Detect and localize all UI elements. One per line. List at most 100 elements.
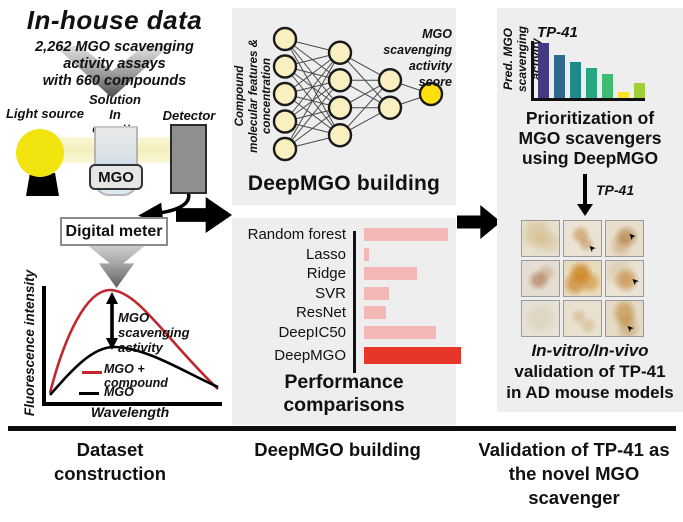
network-node [377,68,403,93]
network-node [418,81,444,107]
performance-panel: Random forest Lasso Ridge SVR ResNet DeepIC50… [232,218,461,425]
prioritization-vaxis [531,41,534,101]
tissue-cell [563,300,602,337]
tp41-down-arrow-icon [583,174,587,204]
legend-label-mgo: MGO [104,385,134,399]
performance-row-label: SVR [315,284,346,302]
performance-bar [364,247,369,261]
prioritization-y-axis-label: Pred. MGO scavenging activity [501,25,543,93]
network-output-label: MGO scavenging activity score [383,27,452,89]
inhouse-data-header: In-house data 2,262 MGO scavenging activ… [12,5,217,90]
network-node [327,68,353,93]
performance-row: Lasso [232,246,369,263]
performance-bar [364,347,461,364]
network-svg [272,26,444,162]
prioritization-bar [602,73,613,98]
tissue-cell: ➤ [563,220,602,257]
performance-row: DeepIC50 [232,324,436,341]
prioritization-bar [618,91,629,98]
performance-row: SVR [232,284,390,302]
inhouse-data-title: In-house data [26,5,203,35]
stain-pointer-arrow-icon: ➤ [628,274,642,288]
tissue-image-grid: ➤ ➤ ➤ ➤ [521,220,644,337]
prioritization-bar [554,55,565,98]
invitro-invivo-text: In-vitro/In-vivo [531,341,649,360]
tp41-arrow-label: TP-41 [596,182,635,198]
tp41-down-arrow-head-icon [577,204,593,216]
performance-row: Ridge [232,265,418,282]
stain-pointer-arrow-icon: ➤ [623,321,637,335]
validation-caption: In-vitro/In-vivo validation of TP-41 in … [497,340,683,403]
fluorescence-plot: MGO scavenging activity MGO + compound M… [42,286,222,406]
stain-pointer-arrow-icon: ➤ [585,241,598,255]
tissue-cell [521,260,560,297]
prioritization-bar [538,43,549,98]
network-node [327,95,353,120]
network-node [327,123,353,148]
performance-row-label: Lasso [305,245,346,263]
subtitle-line-2: activity assays [63,56,166,72]
network-node [272,136,298,162]
stain-pointer-arrow-icon: ➤ [625,229,639,243]
light-source-bulb [16,129,64,177]
tissue-cell: ➤ [605,300,644,337]
legend-line-black [79,392,99,395]
tissue-cell [521,220,560,257]
network-node [272,54,298,79]
fluorescence-curves [48,288,219,396]
performance-row: Random forest [232,226,449,243]
middle-to-right-arrow-icon [457,205,501,239]
detector-label: Detector [162,108,216,123]
detector-device [170,124,207,194]
lamp-base [26,173,59,196]
prioritization-haxis [531,98,645,101]
funnel-down-arrow-icon [86,244,147,288]
performance-bar [364,228,449,241]
network-node [327,40,353,65]
performance-bar [364,267,418,280]
legend-line-red [82,371,102,374]
scavenging-annotation: MGO scavenging activity [118,310,190,355]
scavenging-double-arrow-icon [106,292,118,350]
performance-row-label: DeepMGO [274,347,346,364]
caption-validation: Validation of TP-41 as the novel MGO sca… [478,439,670,508]
curve-mgo [49,345,219,396]
network-node [272,26,298,52]
caption-deepmgo-building: DeepMGO building [254,439,421,460]
performance-bar [364,286,390,300]
performance-bar [364,325,436,339]
prioritization-bar [634,83,645,98]
fluorescence-y-axis-label: Fluorescence intensity [22,269,37,417]
tissue-cell [521,300,560,337]
performance-bar [364,306,387,319]
prioritization-bar [570,62,581,98]
caption-dataset-construction: Dataset construction [53,439,167,484]
legend-label-mgo-compound: MGO + compound [104,362,168,390]
performance-title: Performance comparisons [283,371,405,416]
mgo-sample-box: MGO [89,164,143,190]
digital-meter-box: Digital meter [60,217,168,246]
footer-divider [8,426,676,431]
network-panel-title: DeepMGO building [247,172,441,195]
performance-row-label: Ridge [306,265,346,282]
validation-caption-rest: validation of TP-41 in AD mouse models [506,362,674,402]
subtitle-line-1: 2,262 MGO scavenging [35,39,194,55]
performance-axis [353,231,356,373]
network-node [272,81,298,107]
validation-panel: Pred. MGO scavenging activity TP-41 Prio… [497,8,683,412]
tissue-cell: ➤ [605,220,644,257]
network-node [377,95,403,120]
curve-mgo-plus-compound [48,288,219,394]
prioritization-bar [586,67,597,98]
light-source-label: Light source [5,106,84,121]
tissue-cell: ➤ [605,260,644,297]
prioritization-bars [538,43,650,98]
performance-row-label: DeepIC50 [278,323,346,341]
performance-row-label: ResNet [295,304,346,321]
network-node [272,109,298,134]
performance-row: ResNet [232,304,387,321]
fluorescence-x-axis-label: Wavelength [90,404,170,420]
subtitle-line-3: with 660 compounds [42,73,187,89]
tissue-cell [563,260,602,297]
